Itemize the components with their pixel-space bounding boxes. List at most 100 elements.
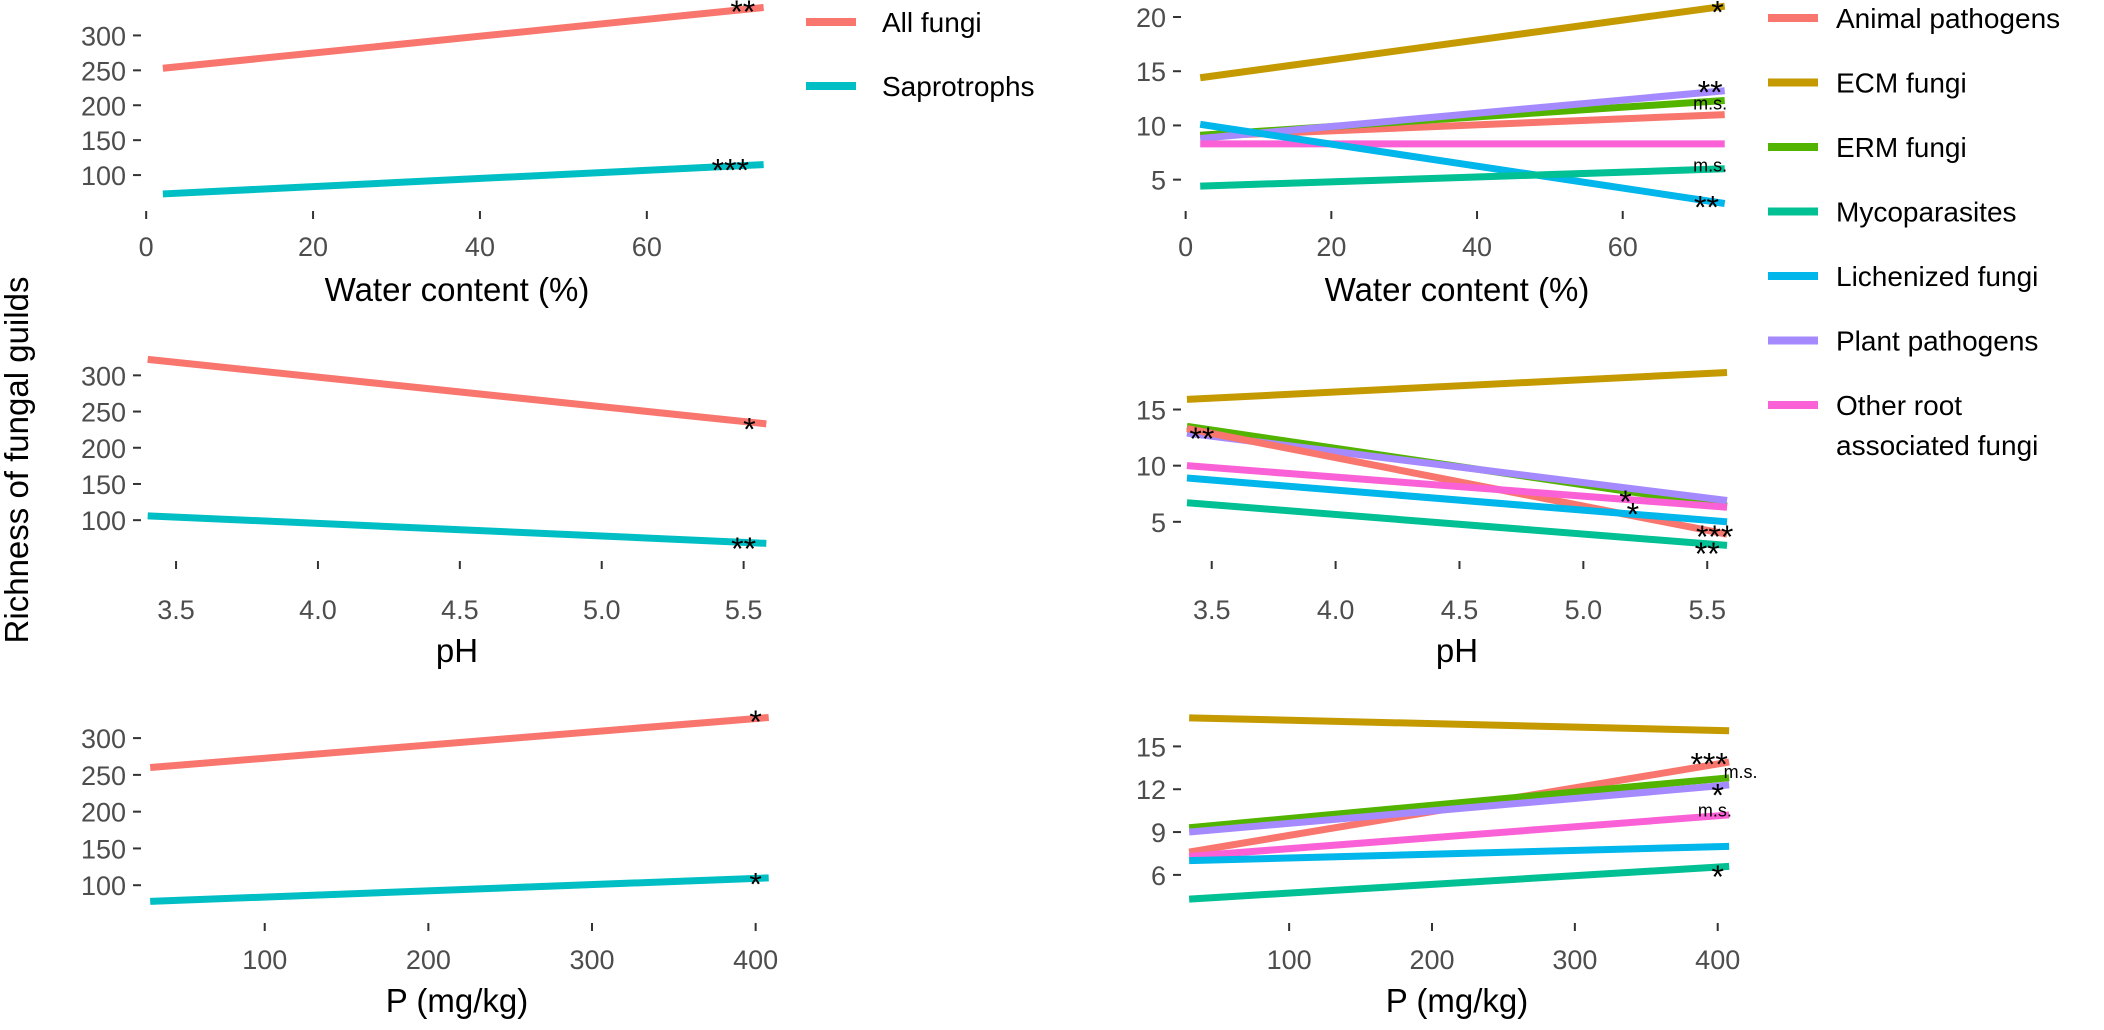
series-line-plant-pathogens [1188, 781, 1730, 836]
significance-label: * [1619, 484, 1631, 520]
significance-label: ** [1698, 74, 1723, 110]
x-tick-label: 5.0 [1565, 595, 1603, 625]
x-tick-label: 5.0 [583, 595, 621, 625]
y-tick-label: 300 [81, 21, 126, 51]
series-line-ecm-fungi [1199, 2, 1726, 82]
y-tick-label: 10 [1136, 111, 1166, 141]
y-tick-label: 150 [81, 470, 126, 500]
x-tick-label: 40 [1462, 232, 1492, 262]
x-tick-label: 0 [139, 232, 154, 262]
series-line-saprotrophs [162, 161, 764, 198]
significance-label: * [743, 412, 755, 448]
significance-label: ** [1694, 189, 1719, 225]
significance-label: ** [1695, 536, 1720, 572]
legend-label: ECM fungi [1836, 68, 1967, 99]
significance-label: * [749, 704, 761, 740]
series-line-other-root-associated-fungi [1188, 811, 1730, 860]
significance-label: m.s. [1724, 762, 1758, 782]
series-line-ecm-fungi [1186, 368, 1728, 403]
y-tick-label: 6 [1151, 861, 1166, 891]
series-line-lichenized-fungi [1186, 474, 1728, 526]
x-axis-label: P (mg/kg) [386, 982, 528, 1019]
legend-label: ERM fungi [1836, 132, 1967, 163]
panel-left-water: 100 150 200 250 300 0 20 40 60 Water content (%) *… [81, 0, 765, 308]
x-tick-label: 60 [632, 232, 662, 262]
y-tick-label: 200 [81, 91, 126, 121]
x-axis-label: pH [1436, 632, 1478, 669]
x-tick-label: 3.5 [157, 595, 195, 625]
x-tick-label: 200 [1409, 945, 1454, 975]
significance-label: * [1627, 496, 1639, 532]
series-line-all-fungi [147, 355, 767, 428]
legend-label: Plant pathogens [1836, 326, 2038, 357]
series-line-all-fungi [162, 4, 765, 72]
x-tick-label: 20 [1316, 232, 1346, 262]
series-line-mycoparasites [1188, 862, 1730, 903]
y-tick-label: 12 [1136, 775, 1166, 805]
significance-label: * [749, 866, 761, 902]
series-line-lichenized-fungi [1189, 842, 1730, 865]
y-tick-label: 15 [1136, 732, 1166, 762]
legend-right: Animal pathogens ECM fungi ERM fungi Mycopa… [1768, 3, 2060, 461]
x-axis-label: pH [436, 632, 478, 669]
y-tick-label: 20 [1136, 3, 1166, 33]
y-tick-label: 100 [81, 161, 126, 191]
legend-label: Lichenized fungi [1836, 261, 2038, 292]
legend-label: Animal pathogens [1836, 3, 2060, 34]
significance-label: m.s. [1698, 801, 1732, 821]
significance-label: m.s. [1693, 94, 1727, 114]
shared-y-axis-label: Richness of fungal guilds [0, 277, 35, 644]
series-line-mycoparasites [1186, 499, 1728, 549]
x-axis-label: P (mg/kg) [1386, 982, 1528, 1019]
significance-label: *** [1696, 519, 1733, 555]
y-tick-label: 200 [81, 434, 126, 464]
series-line-saprotrophs [150, 874, 769, 905]
y-tick-label: 150 [81, 126, 126, 156]
y-tick-label: 9 [1151, 818, 1166, 848]
significance-label: * [1711, 778, 1723, 814]
significance-label: * [1711, 859, 1723, 895]
x-axis-label: Water content (%) [1325, 271, 1590, 308]
x-tick-label: 0 [1178, 232, 1193, 262]
y-tick-label: 5 [1151, 508, 1166, 538]
legend-label: Saprotrophs [882, 71, 1035, 102]
x-tick-label: 40 [465, 232, 495, 262]
y-tick-label: 100 [81, 506, 126, 536]
significance-label: ** [1189, 421, 1214, 457]
x-tick-label: 20 [298, 232, 328, 262]
x-tick-label: 3.5 [1193, 595, 1231, 625]
x-tick-label: 100 [242, 945, 287, 975]
x-tick-label: 100 [1267, 945, 1312, 975]
series-line-all-fungi [149, 714, 770, 772]
significance-label: *** [1690, 746, 1727, 782]
series-line-lichenized-fungi [1199, 120, 1726, 207]
y-tick-label: 10 [1136, 452, 1166, 482]
significance-label: *** [712, 152, 749, 188]
series-line-mycoparasites [1200, 165, 1725, 190]
x-tick-label: 400 [733, 945, 778, 975]
y-tick-label: 300 [81, 361, 126, 391]
x-axis-label: Water content (%) [325, 271, 590, 308]
series-line-saprotrophs [147, 512, 767, 547]
x-tick-label: 4.5 [441, 595, 479, 625]
y-tick-label: 100 [81, 871, 126, 901]
legend-label: Mycoparasites [1836, 197, 2017, 228]
significance-label: * [1711, 0, 1723, 30]
x-tick-label: 5.5 [725, 595, 763, 625]
series-line-erm-fungi [1188, 774, 1730, 832]
legend-label: All fungi [882, 7, 982, 38]
series-line-plant-pathogens [1199, 87, 1726, 142]
series-line-other-root-associated-fungi [1186, 462, 1728, 511]
y-tick-label: 250 [81, 761, 126, 791]
x-tick-label: 5.5 [1688, 595, 1726, 625]
x-tick-label: 400 [1695, 945, 1740, 975]
y-tick-label: 250 [81, 56, 126, 86]
significance-label: ** [731, 531, 756, 567]
legend-left: All fungi Saprotrophs [806, 7, 1035, 102]
